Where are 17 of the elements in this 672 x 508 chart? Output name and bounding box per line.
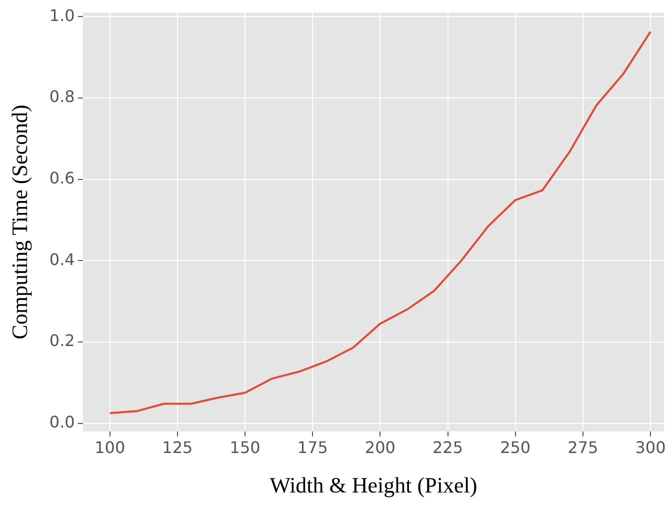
y-tick-label: 0.0 (49, 412, 75, 432)
x-tick-label: 225 (432, 438, 464, 458)
y-tick-label: 0.2 (49, 331, 75, 350)
x-tick-label: 250 (500, 438, 531, 458)
y-axis-title: Computing Time (Second) (6, 104, 32, 340)
x-tick-label: 150 (230, 438, 260, 458)
x-tick-label: 200 (364, 438, 396, 458)
y-tick-label: 0.4 (49, 250, 75, 269)
y-tick-label: 1.0 (49, 6, 75, 25)
x-tick-label: 275 (568, 438, 598, 458)
y-tick-label: 0.8 (49, 87, 75, 106)
x-tick-label: 100 (94, 438, 126, 458)
x-axis-title: Width & Height (Pixel) (270, 472, 478, 498)
y-tick-label: 0.6 (49, 168, 75, 188)
x-tick-label: 300 (635, 438, 666, 458)
x-tick-label: 175 (297, 438, 328, 458)
x-tick-label: 125 (162, 438, 193, 458)
